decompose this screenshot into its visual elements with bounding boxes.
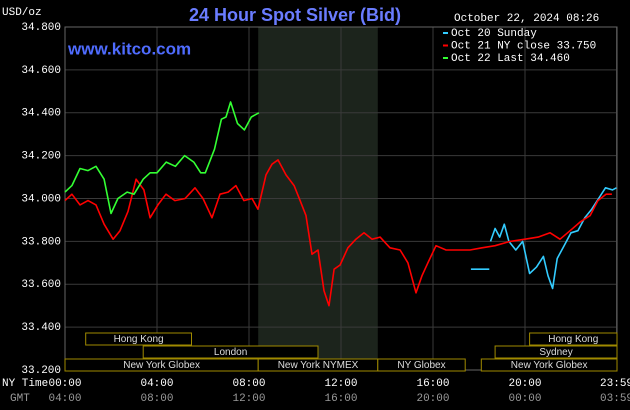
- x-tick-label: 04:00: [140, 378, 173, 390]
- x-tick-label: 12:00: [324, 378, 357, 390]
- session-box: [142, 345, 319, 359]
- x2-axis-label: GMT: [10, 393, 30, 405]
- x-tick-label: 08:00: [232, 378, 265, 390]
- x-axis-label: NY Time: [2, 378, 48, 390]
- series-line: [64, 101, 260, 215]
- session-label: New York NYMEX: [278, 360, 359, 371]
- session-label: New York Globex: [123, 360, 200, 371]
- y-tick-label: 34.400: [21, 108, 61, 120]
- watermark: www.kitco.com: [67, 39, 191, 58]
- legend-label: Oct 22 Last 34.460: [451, 53, 570, 65]
- session-label: London: [214, 347, 247, 358]
- session-label: Hong Kong: [548, 334, 598, 345]
- session-label: New York Globex: [511, 360, 588, 371]
- session-box: [529, 332, 618, 346]
- x2-tick-label: 03:59: [600, 393, 630, 405]
- x2-tick-label: 04:00: [48, 393, 81, 405]
- legend-label: Oct 20 Sunday: [451, 28, 537, 40]
- session-label: NY Globex: [397, 360, 445, 371]
- y-tick-label: 33.600: [21, 279, 61, 291]
- y-tick-label: 33.400: [21, 322, 61, 334]
- legend-label: Oct 21 NY close 33.750: [451, 40, 596, 52]
- y-tick-label: 34.800: [21, 22, 61, 34]
- plot-area: [64, 26, 618, 371]
- x-tick-label: 00:00: [48, 378, 81, 390]
- session-box: [377, 358, 466, 372]
- x2-tick-label: 16:00: [324, 393, 357, 405]
- y-axis-label: USD/oz: [2, 7, 42, 19]
- y-tick-label: 33.200: [21, 365, 61, 377]
- x-tick-label: 23:59: [600, 378, 630, 390]
- session-box: [85, 332, 192, 346]
- x2-tick-label: 12:00: [232, 393, 265, 405]
- timestamp: October 22, 2024 08:26: [454, 13, 599, 25]
- series-line: [64, 159, 612, 307]
- x2-tick-label: 08:00: [140, 393, 173, 405]
- session-box: [494, 345, 618, 359]
- y-tick-label: 34.600: [21, 65, 61, 77]
- y-tick-label: 34.200: [21, 151, 61, 163]
- x-tick-label: 16:00: [416, 378, 449, 390]
- y-tick-label: 34.000: [21, 193, 61, 205]
- y-tick-label: 33.800: [21, 236, 61, 248]
- session-box: [480, 358, 618, 372]
- chart-title: 24 Hour Spot Silver (Bid): [189, 5, 401, 25]
- session-label: Hong Kong: [114, 334, 164, 345]
- x-tick-label: 20:00: [508, 378, 541, 390]
- x2-tick-label: 20:00: [416, 393, 449, 405]
- x2-tick-label: 00:00: [508, 393, 541, 405]
- session-label: Sydney: [539, 347, 572, 358]
- series-line: [470, 187, 617, 290]
